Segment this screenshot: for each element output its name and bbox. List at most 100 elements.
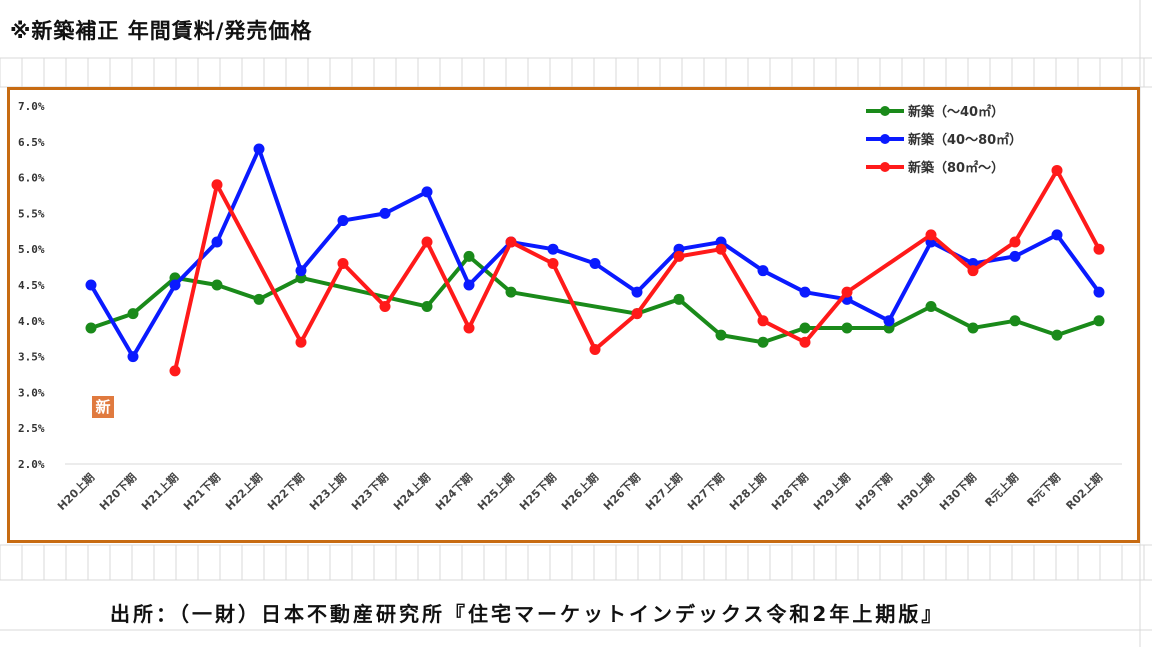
data-point bbox=[421, 236, 433, 248]
data-point bbox=[1009, 315, 1021, 327]
page-title: ※新築補正 年間賃料/発売価格 bbox=[10, 19, 313, 43]
data-point bbox=[211, 179, 223, 191]
x-tick-label: H24上期 bbox=[390, 470, 433, 513]
x-tick-label: H26下期 bbox=[600, 470, 643, 513]
data-point bbox=[337, 215, 349, 227]
data-point bbox=[799, 322, 811, 334]
x-tick-label: H23上期 bbox=[306, 470, 349, 513]
data-point bbox=[211, 279, 223, 291]
data-point bbox=[631, 286, 643, 298]
data-point bbox=[379, 300, 391, 312]
data-point bbox=[757, 265, 769, 277]
x-tick-label: H29上期 bbox=[810, 470, 853, 513]
y-tick-label: 5.5% bbox=[18, 207, 45, 220]
data-point bbox=[253, 293, 265, 305]
data-point bbox=[673, 250, 685, 262]
x-tick-label: H22上期 bbox=[222, 470, 265, 513]
data-point bbox=[547, 243, 559, 255]
x-tick-label: H27上期 bbox=[642, 470, 685, 513]
data-point bbox=[1093, 315, 1105, 327]
data-point bbox=[421, 300, 433, 312]
data-point bbox=[295, 265, 307, 277]
series-line bbox=[89, 146, 1101, 359]
new-badge-icon: 新 bbox=[92, 396, 114, 418]
series-line bbox=[90, 254, 1100, 345]
data-point bbox=[1009, 250, 1021, 262]
legend-marker bbox=[880, 106, 890, 116]
data-point bbox=[295, 336, 307, 348]
data-point bbox=[883, 315, 895, 327]
data-point bbox=[211, 236, 223, 248]
data-point bbox=[841, 286, 853, 298]
data-point bbox=[505, 236, 517, 248]
data-point bbox=[253, 143, 265, 155]
y-tick-label: 3.0% bbox=[18, 386, 45, 399]
data-point bbox=[673, 293, 685, 305]
y-tick-label: 3.5% bbox=[18, 351, 45, 364]
data-point bbox=[799, 336, 811, 348]
x-tick-label: H23下期 bbox=[348, 470, 391, 513]
data-point bbox=[925, 229, 937, 241]
x-tick-label: H30下期 bbox=[936, 470, 979, 513]
data-point bbox=[589, 343, 601, 355]
data-point bbox=[967, 322, 979, 334]
y-tick-label: 2.5% bbox=[18, 422, 45, 435]
source-note: 出所：（一財）日本不動産研究所『住宅マーケットインデックス令和2年上期版』 bbox=[110, 602, 945, 626]
data-point bbox=[421, 186, 433, 198]
data-point bbox=[127, 351, 139, 363]
series-line bbox=[173, 168, 1101, 372]
data-point bbox=[1051, 329, 1063, 341]
data-point bbox=[631, 308, 643, 320]
data-point bbox=[589, 258, 601, 270]
data-point bbox=[85, 279, 97, 291]
x-tick-label: R元下期 bbox=[1024, 470, 1063, 509]
data-point bbox=[547, 258, 559, 270]
legend-label: 新築（～40㎡） bbox=[908, 104, 1004, 120]
x-tick-label: R元上期 bbox=[982, 470, 1021, 509]
x-tick-label: H25下期 bbox=[516, 470, 559, 513]
y-tick-label: 6.5% bbox=[18, 136, 45, 149]
data-point bbox=[757, 315, 769, 327]
y-tick-label: 5.0% bbox=[18, 243, 45, 256]
legend-label: 新築（80㎡～） bbox=[908, 160, 1004, 176]
data-point bbox=[799, 286, 811, 298]
x-tick-label: H27下期 bbox=[684, 470, 727, 513]
x-tick-label: H30上期 bbox=[894, 470, 937, 513]
data-point bbox=[337, 258, 349, 270]
legend-marker bbox=[880, 162, 890, 172]
x-tick-label: H24下期 bbox=[432, 470, 475, 513]
x-tick-label: H21下期 bbox=[180, 470, 223, 513]
data-point bbox=[715, 243, 727, 255]
x-tick-label: H26上期 bbox=[558, 470, 601, 513]
x-tick-label: H20下期 bbox=[96, 470, 139, 513]
data-point bbox=[1051, 229, 1063, 241]
x-tick-label: H20上期 bbox=[54, 470, 97, 513]
x-tick-label: H22下期 bbox=[264, 470, 307, 513]
data-point bbox=[169, 279, 181, 291]
y-tick-label: 7.0% bbox=[18, 100, 45, 113]
data-point bbox=[379, 207, 391, 219]
data-point bbox=[169, 365, 181, 377]
x-tick-label: R02上期 bbox=[1063, 470, 1105, 512]
data-point bbox=[1093, 286, 1105, 298]
data-point bbox=[85, 322, 97, 334]
legend-label: 新築（40～80㎡） bbox=[908, 132, 1022, 148]
data-point bbox=[925, 300, 937, 312]
data-point bbox=[463, 250, 475, 262]
data-point bbox=[841, 322, 853, 334]
data-point bbox=[1051, 164, 1063, 176]
y-tick-label: 4.5% bbox=[18, 279, 45, 292]
x-tick-label: H25上期 bbox=[474, 470, 517, 513]
data-point bbox=[127, 308, 139, 320]
data-point bbox=[1093, 243, 1105, 255]
y-tick-label: 6.0% bbox=[18, 172, 45, 185]
data-point bbox=[757, 336, 769, 348]
data-point bbox=[463, 279, 475, 291]
data-point bbox=[505, 286, 517, 298]
x-tick-label: H28下期 bbox=[768, 470, 811, 513]
legend-marker bbox=[880, 134, 890, 144]
data-point bbox=[715, 329, 727, 341]
data-point bbox=[1009, 236, 1021, 248]
y-tick-label: 2.0% bbox=[18, 458, 45, 471]
